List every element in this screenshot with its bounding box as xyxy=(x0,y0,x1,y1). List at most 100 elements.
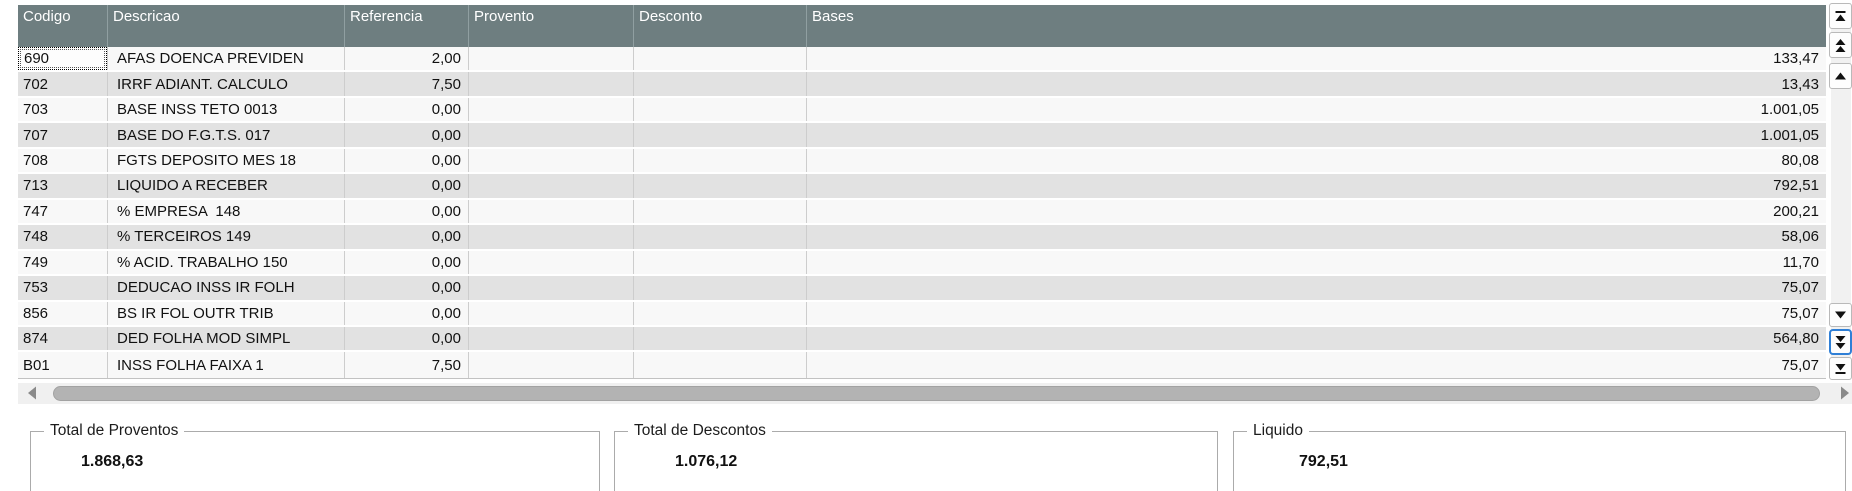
cell-bases[interactable]: 75,07 xyxy=(806,276,1826,300)
cell-referencia[interactable]: 0,00 xyxy=(344,250,468,275)
cell-descricao[interactable]: AFAS DOENCA PREVIDEN xyxy=(107,47,344,71)
cell-provento[interactable] xyxy=(468,352,633,378)
table-row[interactable]: 703 BASE INSS TETO 0013 0,00 1.001,05 xyxy=(18,97,1826,124)
cell-provento[interactable] xyxy=(468,301,633,325)
cell-referencia[interactable]: 0,00 xyxy=(344,97,468,122)
cell-descricao[interactable]: DED FOLHA MOD SIMPL xyxy=(107,326,344,351)
cell-codigo[interactable]: 856 xyxy=(18,301,107,325)
horizontal-scrollbar-thumb[interactable] xyxy=(53,386,1820,401)
cell-bases[interactable]: 792,51 xyxy=(806,174,1826,198)
scroll-right-icon[interactable] xyxy=(1838,386,1852,400)
cell-descricao[interactable]: % ACID. TRABALHO 150 xyxy=(107,250,344,275)
column-header-codigo[interactable]: Codigo xyxy=(23,8,71,25)
table-row[interactable]: 708 FGTS DEPOSITO MES 18 0,00 80,08 xyxy=(18,148,1826,175)
cell-bases[interactable]: 58,06 xyxy=(806,225,1826,249)
cell-provento[interactable] xyxy=(468,148,633,173)
table-row[interactable]: 690 AFAS DOENCA PREVIDEN 2,00 133,47 xyxy=(18,47,1826,73)
table-row[interactable]: 747% EMPRESA 148 0,00 200,21 xyxy=(18,199,1826,226)
cell-referencia[interactable]: 0,00 xyxy=(344,148,468,173)
table-row[interactable]: 707 BASE DO F.G.T.S. 017 0,00 1.001,05 xyxy=(18,123,1826,149)
cell-bases[interactable]: 564,80 xyxy=(806,326,1826,351)
column-header-desconto[interactable]: Desconto xyxy=(633,5,806,47)
cell-bases[interactable]: 200,21 xyxy=(806,199,1826,224)
table-row[interactable]: 702 IRRF ADIANT. CALCULO 7,50 13,43 xyxy=(18,72,1826,98)
row-down-icon[interactable] xyxy=(1829,303,1852,327)
cell-referencia[interactable]: 0,00 xyxy=(344,123,468,147)
cell-provento[interactable] xyxy=(468,47,633,71)
cell-codigo[interactable]: 690 xyxy=(18,47,107,71)
cell-desconto[interactable] xyxy=(633,97,806,122)
cell-provento[interactable] xyxy=(468,174,633,198)
cell-referencia[interactable]: 7,50 xyxy=(344,352,468,378)
cell-codigo[interactable]: 753 xyxy=(18,276,107,300)
cell-referencia[interactable]: 0,00 xyxy=(344,225,468,249)
last-record-icon[interactable] xyxy=(1829,357,1852,380)
table-row[interactable]: 874 DED FOLHA MOD SIMPL 0,00 564,80 xyxy=(18,326,1826,353)
cell-desconto[interactable] xyxy=(633,301,806,325)
cell-desconto[interactable] xyxy=(633,47,806,71)
cell-codigo[interactable]: 874 xyxy=(18,326,107,351)
cell-referencia[interactable]: 0,00 xyxy=(344,301,468,325)
cell-provento[interactable] xyxy=(468,123,633,147)
horizontal-scrollbar[interactable] xyxy=(18,383,1852,404)
cell-referencia[interactable]: 7,50 xyxy=(344,72,468,96)
scroll-left-icon[interactable] xyxy=(25,386,39,400)
cell-desconto[interactable] xyxy=(633,174,806,198)
cell-bases[interactable]: 133,47 xyxy=(806,47,1826,71)
cell-descricao[interactable]: BASE INSS TETO 0013 xyxy=(107,97,344,122)
column-header-provento[interactable]: Provento xyxy=(468,5,633,47)
vertical-scrollbar-track[interactable] xyxy=(1831,3,1851,378)
cell-provento[interactable] xyxy=(468,97,633,122)
table-row[interactable]: B01 INSS FOLHA FAIXA 1 7,50 75,07 xyxy=(18,352,1826,378)
cell-codigo[interactable]: 713 xyxy=(18,174,107,198)
cell-descricao[interactable]: IRRF ADIANT. CALCULO xyxy=(107,72,344,96)
cell-desconto[interactable] xyxy=(633,326,806,351)
cell-codigo[interactable]: B01 xyxy=(18,352,107,378)
row-up-icon[interactable] xyxy=(1829,63,1852,89)
cell-descricao[interactable]: BS IR FOL OUTR TRIB xyxy=(107,301,344,325)
cell-desconto[interactable] xyxy=(633,199,806,224)
cell-bases[interactable]: 11,70 xyxy=(806,250,1826,275)
cell-provento[interactable] xyxy=(468,225,633,249)
table-row[interactable]: 748% TERCEIROS 149 0,00 58,06 xyxy=(18,225,1826,251)
cell-descricao[interactable]: INSS FOLHA FAIXA 1 xyxy=(107,352,344,378)
cell-referencia[interactable]: 0,00 xyxy=(344,174,468,198)
cell-codigo[interactable]: 707 xyxy=(18,123,107,147)
cell-desconto[interactable] xyxy=(633,352,806,378)
cell-desconto[interactable] xyxy=(633,123,806,147)
cell-descricao[interactable]: % TERCEIROS 149 xyxy=(107,225,344,249)
cell-bases[interactable]: 1.001,05 xyxy=(806,97,1826,122)
cell-bases[interactable]: 75,07 xyxy=(806,352,1826,378)
cell-codigo[interactable]: 708 xyxy=(18,148,107,173)
page-up-icon[interactable] xyxy=(1829,32,1852,58)
cell-bases[interactable]: 1.001,05 xyxy=(806,123,1826,147)
cell-codigo[interactable]: 749 xyxy=(18,250,107,275)
first-record-icon[interactable] xyxy=(1829,3,1852,29)
cell-bases[interactable]: 75,07 xyxy=(806,301,1826,325)
cell-bases[interactable]: 13,43 xyxy=(806,72,1826,96)
cell-descricao[interactable]: % EMPRESA 148 xyxy=(107,199,344,224)
cell-codigo[interactable]: 747 xyxy=(18,199,107,224)
column-header-referencia[interactable]: Referencia xyxy=(344,5,468,47)
cell-provento[interactable] xyxy=(468,326,633,351)
cell-provento[interactable] xyxy=(468,199,633,224)
cell-descricao[interactable]: LIQUIDO A RECEBER xyxy=(107,174,344,198)
cell-desconto[interactable] xyxy=(633,250,806,275)
column-header-descricao[interactable]: Descricao xyxy=(107,5,344,47)
cell-codigo[interactable]: 748 xyxy=(18,225,107,249)
cell-codigo[interactable]: 703 xyxy=(18,97,107,122)
cell-desconto[interactable] xyxy=(633,225,806,249)
cell-referencia[interactable]: 0,00 xyxy=(344,199,468,224)
cell-bases[interactable]: 80,08 xyxy=(806,148,1826,173)
table-row[interactable]: 753 DEDUCAO INSS IR FOLH 0,00 75,07 xyxy=(18,276,1826,302)
vertical-scrollbar[interactable] xyxy=(1829,3,1852,380)
cell-codigo[interactable]: 702 xyxy=(18,72,107,96)
cell-descricao[interactable]: DEDUCAO INSS IR FOLH xyxy=(107,276,344,300)
table-row[interactable]: 749% ACID. TRABALHO 150 0,00 11,70 xyxy=(18,250,1826,277)
column-header-bases[interactable]: Bases xyxy=(806,5,1826,47)
cell-provento[interactable] xyxy=(468,250,633,275)
cell-desconto[interactable] xyxy=(633,276,806,300)
table-row[interactable]: 713 LIQUIDO A RECEBER 0,00 792,51 xyxy=(18,174,1826,200)
cell-desconto[interactable] xyxy=(633,148,806,173)
cell-provento[interactable] xyxy=(468,72,633,96)
